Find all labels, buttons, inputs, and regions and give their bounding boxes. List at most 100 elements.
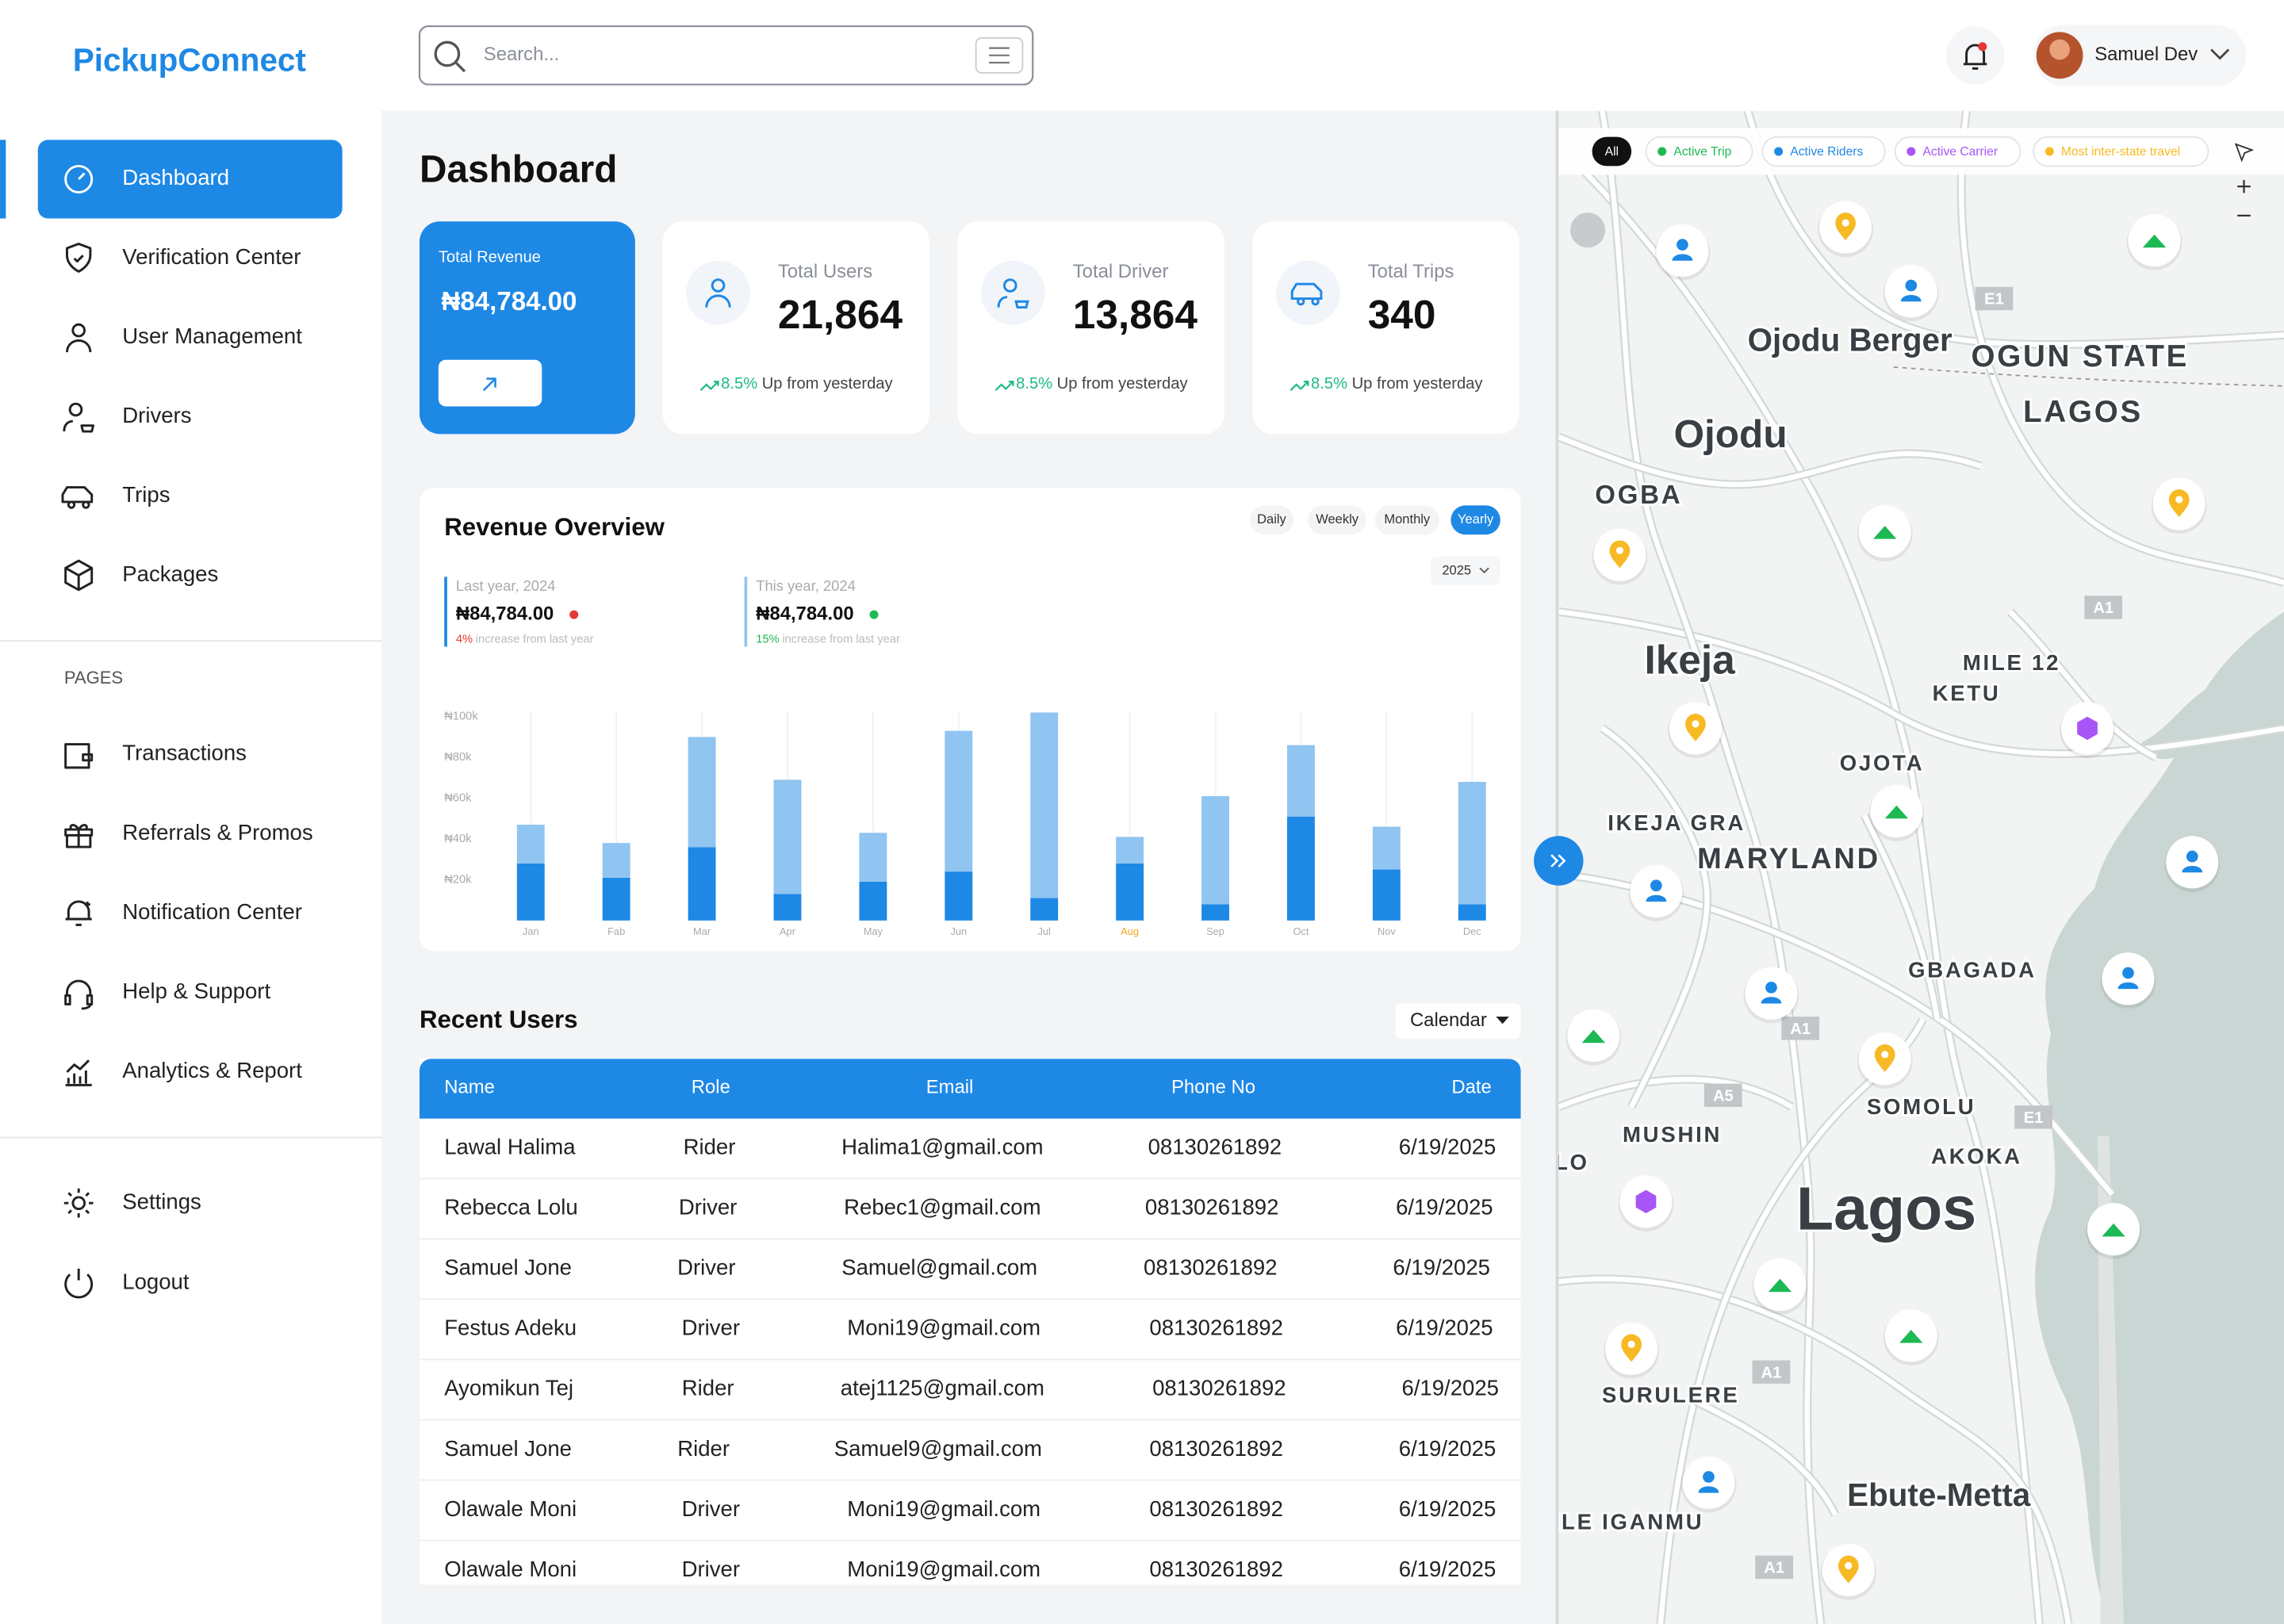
cursor-icon [2234, 143, 2255, 163]
map-marker[interactable] [1857, 505, 1913, 562]
map-marker[interactable] [1857, 1032, 1913, 1089]
map-marker[interactable] [1883, 265, 1939, 322]
map-marker[interactable] [1883, 1309, 1939, 1365]
map-marker[interactable] [1628, 865, 1684, 921]
road-shield [1703, 1083, 1742, 1107]
map-marker[interactable] [1820, 1543, 1876, 1600]
bar [945, 871, 973, 921]
user-name: Samuel Dev [2094, 44, 2198, 65]
nav-item[interactable]: Settings [63, 1188, 201, 1218]
map-marker[interactable] [1565, 1009, 1622, 1066]
chip-icon [1657, 147, 1667, 156]
map-marker[interactable] [2151, 477, 2207, 534]
map-marker[interactable] [1868, 785, 1925, 841]
summary-value: ₦84,784.00 [756, 603, 853, 624]
nav-item[interactable]: Analytics & Report [65, 1058, 303, 1086]
rider-icon [1765, 981, 1777, 994]
calendar-label: Calendar [1410, 1009, 1487, 1031]
expand-button[interactable] [1534, 836, 1584, 886]
chip-label: Active Carrier [1922, 145, 1998, 159]
place-label: SURULERE [1602, 1383, 1740, 1408]
chart-title: Revenue Overview [444, 513, 665, 541]
map-marker[interactable] [1680, 1456, 1737, 1513]
filter-chip[interactable]: All [1592, 136, 1632, 167]
stat-icon [1290, 282, 1323, 306]
water [2141, 677, 2284, 760]
place-label: LO [1554, 1150, 1589, 1174]
map-marker[interactable] [1618, 1175, 1674, 1231]
stat-icon-bg [981, 260, 1045, 325]
table-cell: 08130261892 [1149, 1316, 1283, 1340]
map-marker[interactable] [1592, 528, 1648, 585]
map-marker[interactable] [1752, 1258, 1808, 1315]
filter-chip[interactable]: Active Carrier [1894, 136, 2021, 167]
map-marker[interactable] [1743, 967, 1799, 1024]
nav-item[interactable]: User Management [66, 323, 302, 353]
map-marker[interactable] [2164, 836, 2221, 893]
road-label: A1 [1761, 1364, 1782, 1381]
change-text: increase from last year [476, 633, 594, 645]
profile-button[interactable] [2033, 25, 2247, 86]
nav-item[interactable]: Notification Center [65, 899, 302, 926]
nav-icon [64, 559, 94, 592]
map-marker[interactable] [2086, 1203, 2141, 1259]
search-box[interactable]: Search... [418, 25, 1034, 86]
x-tick-label: Oct [1293, 925, 1309, 937]
search-field[interactable] [418, 25, 1034, 86]
column-header: Phone No [1171, 1076, 1255, 1097]
map-marker[interactable] [1604, 1322, 1660, 1379]
period-pill[interactable] [1374, 505, 1439, 535]
state-border [1893, 366, 2284, 387]
y-tick-label: ₦100k [444, 710, 478, 723]
period-pill[interactable] [1308, 505, 1366, 535]
filter-chip[interactable]: Active Riders [1761, 136, 1886, 167]
rider-icon [1650, 879, 1662, 892]
nav-item[interactable]: Logout [64, 1268, 190, 1299]
x-tick-label: Dec [1463, 925, 1481, 937]
map-marker[interactable] [2060, 702, 2115, 759]
nav-label: Referrals & Promos [122, 820, 312, 845]
road-label: E1 [2024, 1109, 2044, 1127]
calendar-button[interactable] [1395, 1003, 1521, 1039]
column-header: Date [1451, 1076, 1491, 1097]
nav-label: Dashboard [122, 165, 229, 190]
zoom-in[interactable] [2237, 179, 2251, 193]
bar [1286, 745, 1315, 817]
table-cell: Driver [679, 1195, 737, 1220]
nav-item[interactable]: Trips [61, 482, 171, 509]
filter-chip[interactable]: Most inter-state travel [2033, 136, 2209, 167]
nav-item[interactable]: Drivers [63, 402, 192, 433]
table-cell: Rebecca Lolu [444, 1195, 577, 1220]
bar [602, 877, 630, 921]
filter-chip[interactable]: Active Trip [1645, 136, 1753, 167]
table-header [419, 1059, 1521, 1119]
bell-button[interactable] [1945, 26, 2005, 85]
nav-item[interactable]: Referrals & Promos [64, 820, 313, 848]
road [1571, 158, 2042, 1624]
map-marker[interactable] [1818, 201, 1874, 258]
table-cell: 6/19/2025 [1401, 1376, 1499, 1400]
place-label: ILE IGANMU [1554, 1510, 1704, 1534]
x-tick-label: May [864, 925, 883, 937]
bar [1286, 816, 1315, 921]
year-select[interactable] [1430, 556, 1500, 586]
period-pill[interactable] [1450, 505, 1500, 535]
pin-dot [1692, 720, 1700, 728]
map-marker[interactable] [1654, 224, 1711, 281]
period-pill[interactable] [1249, 505, 1294, 535]
carrier-icon [2077, 716, 2098, 741]
period-label: Monthly [1384, 511, 1431, 527]
nav-item[interactable]: Packages [64, 559, 219, 592]
nav-item[interactable]: Transactions [64, 741, 247, 769]
place-label: KETU [1933, 680, 2001, 705]
map-marker[interactable] [2126, 214, 2182, 270]
y-tick-label: ₦60k [444, 791, 472, 804]
map-marker[interactable] [2100, 952, 2156, 1009]
bar [1372, 826, 1401, 870]
nav-item[interactable]: Help & Support [64, 979, 271, 1010]
nav-item[interactable]: Dashboard [37, 140, 343, 219]
trip-icon [1581, 1029, 1606, 1044]
map-marker[interactable] [1668, 702, 1723, 759]
bar [1201, 795, 1229, 905]
nav-item[interactable]: Verification Center [66, 243, 301, 273]
